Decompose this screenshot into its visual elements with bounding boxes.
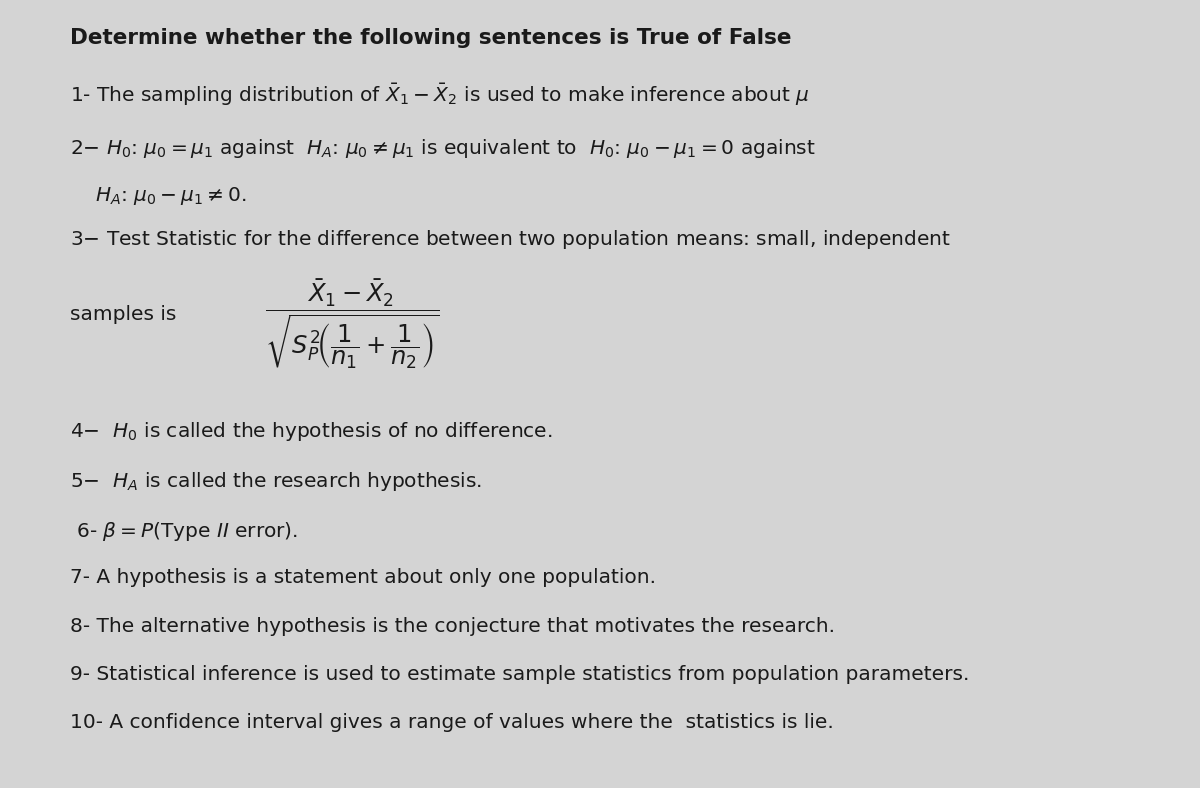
Text: 3$-$ Test Statistic for the difference between two population means: small, inde: 3$-$ Test Statistic for the difference b… xyxy=(70,228,950,251)
Text: 5$-$  $H_A$ is called the research hypothesis.: 5$-$ $H_A$ is called the research hypoth… xyxy=(70,470,482,493)
Text: 10- A confidence interval gives a range of values where the  statistics is lie.: 10- A confidence interval gives a range … xyxy=(70,713,834,732)
Text: Determine whether the following sentences is True of False: Determine whether the following sentence… xyxy=(70,28,792,48)
Text: 8- The alternative hypothesis is the conjecture that motivates the research.: 8- The alternative hypothesis is the con… xyxy=(70,617,835,636)
Text: $H_A$: $\mu_0 - \mu_1 \neq 0.$: $H_A$: $\mu_0 - \mu_1 \neq 0.$ xyxy=(95,185,246,207)
Text: 6- $\beta = P$(Type $II$ error).: 6- $\beta = P$(Type $II$ error). xyxy=(70,520,298,543)
Text: 2$-$ $H_0$: $\mu_0 = \mu_1$ against  $H_A$: $\mu_0 \neq \mu_1$ is equivalent to : 2$-$ $H_0$: $\mu_0 = \mu_1$ against $H_A… xyxy=(70,137,816,160)
Text: 4$-$  $H_0$ is called the hypothesis of no difference.: 4$-$ $H_0$ is called the hypothesis of n… xyxy=(70,420,552,443)
Text: 1- The sampling distribution of $\bar{X}_1 - \bar{X}_2$ is used to make inferenc: 1- The sampling distribution of $\bar{X}… xyxy=(70,82,809,108)
Text: samples is: samples is xyxy=(70,305,176,324)
Text: 9- Statistical inference is used to estimate sample statistics from population p: 9- Statistical inference is used to esti… xyxy=(70,665,970,684)
Text: 7- A hypothesis is a statement about only one population.: 7- A hypothesis is a statement about onl… xyxy=(70,568,656,587)
Text: $\dfrac{\bar{X}_1-\bar{X}_2}{\sqrt{S_P^2\!\left(\dfrac{1}{n_1}+\dfrac{1}{n_2}\ri: $\dfrac{\bar{X}_1-\bar{X}_2}{\sqrt{S_P^2… xyxy=(265,278,439,371)
